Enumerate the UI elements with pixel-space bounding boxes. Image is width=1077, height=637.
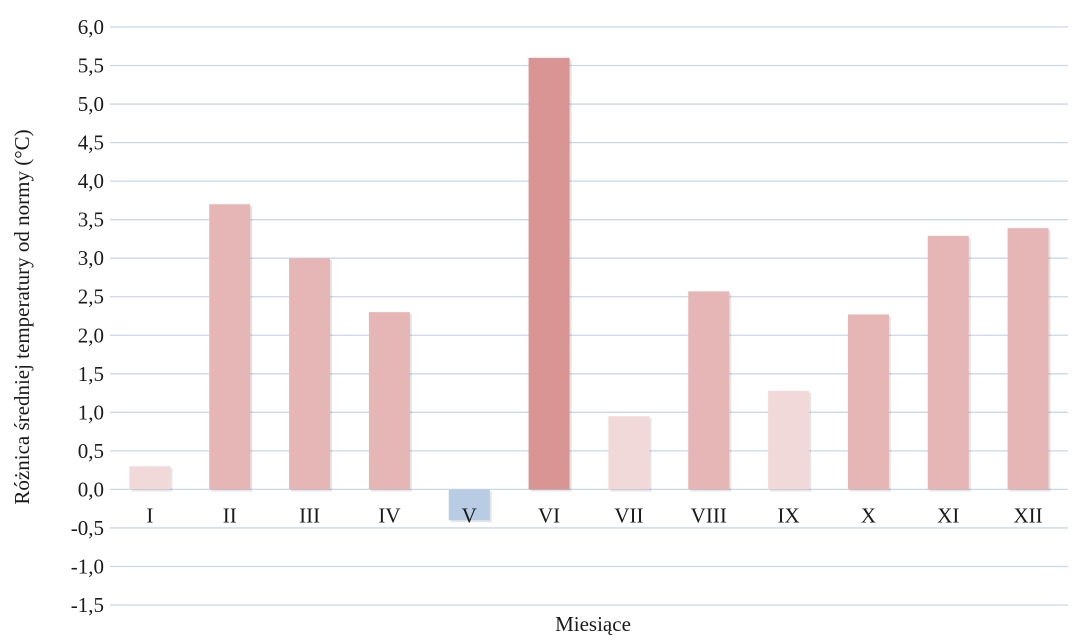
bar-X — [847, 314, 889, 490]
y-tick-label: 3,0 — [78, 246, 104, 270]
y-tick-label: 0,5 — [78, 439, 104, 463]
y-tick-label: -0,5 — [71, 516, 104, 540]
bar-I — [129, 466, 171, 490]
y-tick-label: 2,0 — [78, 323, 104, 347]
x-axis-title: Miesiące — [555, 612, 631, 636]
bar-VI — [528, 57, 570, 490]
category-label-XI: XI — [937, 503, 959, 527]
gridlines — [110, 26, 1068, 606]
y-tick-label: 1,5 — [78, 362, 104, 386]
y-tick-label: -1,0 — [71, 554, 104, 578]
category-label-V: V — [462, 503, 477, 527]
y-tick-label: -1,5 — [71, 593, 104, 617]
bar-IX — [768, 390, 810, 490]
y-tick-label: 1,0 — [78, 400, 104, 424]
y-axis-tick-labels: -1,5 -1,0 -0,5 0,0 0,5 1,0 1,5 2,0 2,5 3,0 3,5 4,0 4… — [71, 15, 104, 617]
bar-VIII — [688, 291, 730, 490]
category-label-X: X — [861, 503, 876, 527]
category-label-IV: IV — [378, 503, 400, 527]
category-label-IX: IX — [777, 503, 799, 527]
category-label-VI: VI — [538, 503, 560, 527]
y-tick-label: 4,5 — [78, 131, 104, 155]
y-axis-title: Różnica średniej temperatury od normy (°… — [10, 129, 34, 504]
category-label-XII: XII — [1014, 503, 1043, 527]
y-tick-label: 5,0 — [78, 92, 104, 116]
y-tick-label: 5,5 — [78, 54, 104, 78]
bar-IV — [368, 312, 410, 490]
x-axis-category-labels: I II III IV V VI VII VIII IX X XI XII — [146, 503, 1042, 527]
category-label-II: II — [223, 503, 237, 527]
bar-XII — [1007, 228, 1049, 490]
y-tick-label: 3,5 — [78, 208, 104, 232]
category-label-III: III — [299, 503, 320, 527]
category-label-VIII: VIII — [691, 503, 727, 527]
bar-V — [448, 489, 490, 521]
bar-II — [209, 204, 251, 490]
category-label-I: I — [146, 503, 153, 527]
bar-VII — [608, 416, 650, 490]
y-tick-label: 0,0 — [78, 477, 104, 501]
y-tick-label: 2,5 — [78, 285, 104, 309]
category-label-VII: VII — [614, 503, 643, 527]
y-tick-label: 4,0 — [78, 169, 104, 193]
bars — [129, 57, 1051, 523]
bar-XI — [927, 235, 969, 490]
y-tick-label: 6,0 — [78, 15, 104, 39]
bar-III — [289, 258, 331, 490]
